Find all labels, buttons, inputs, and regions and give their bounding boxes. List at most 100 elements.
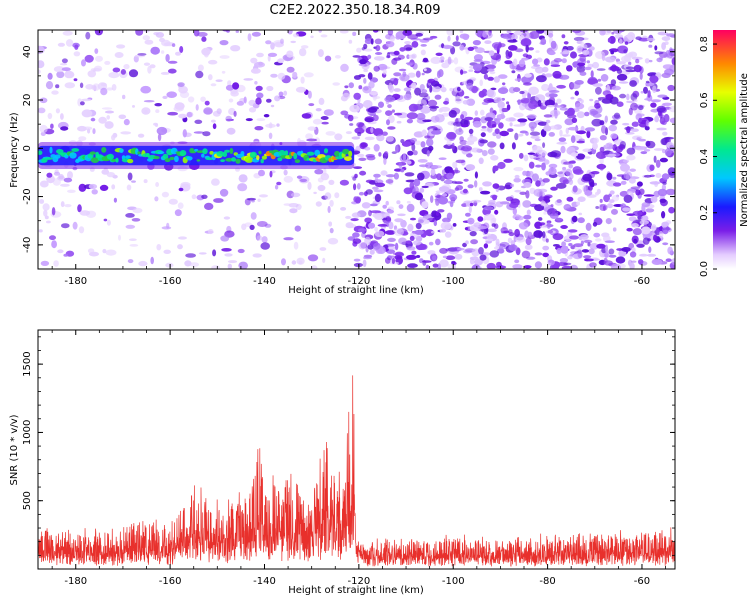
noise-blob [537,121,548,126]
colorbar-gradient [713,30,736,269]
noise-blob [319,247,327,251]
noise-blob [582,173,592,182]
noise-blob [370,38,374,45]
noise-blob [46,172,53,178]
noise-blob [496,261,502,268]
noise-blob [406,246,416,251]
noise-blob [635,36,642,40]
noise-blob [236,101,245,106]
noise-blob [514,189,522,193]
noise-blob [647,90,651,98]
noise-blob [654,181,659,187]
noise-blob [91,84,97,91]
noise-blob [667,84,675,92]
noise-blob [456,86,461,92]
noise-blob [256,52,264,58]
noise-blob [38,60,45,69]
noise-blob [468,69,474,72]
noise-blob [334,133,343,141]
noise-blob [616,61,626,65]
noise-blob [633,99,638,102]
noise-blob [537,156,546,162]
noise-blob [469,256,479,261]
noise-blob [646,253,657,257]
noise-blob [274,95,281,102]
noise-blob [452,161,458,169]
noise-blob [382,69,387,75]
noise-blob [621,247,631,252]
noise-blob [198,252,207,255]
noise-blob [399,47,406,52]
ridge-cell [153,156,160,160]
noise-blob [385,110,393,116]
noise-blob [620,180,627,185]
noise-blob [412,150,418,156]
noise-blob [619,93,627,99]
ridge-cell [44,157,54,160]
colorbar: 0.0 0.2 0.4 0.6 0.8 Normalized spectral ampl… [699,30,750,277]
noise-blob [572,30,582,34]
noise-blob [561,265,573,269]
noise-blob [513,177,521,183]
noise-blob [364,146,371,151]
noise-blob [443,179,454,185]
noise-blob [352,31,357,36]
noise-blob [373,144,380,152]
noise-blob [612,227,617,232]
noise-blob [238,174,248,183]
noise-blob [639,72,643,80]
noise-blob [332,82,341,86]
noise-blob [655,173,662,178]
noise-blob [391,109,395,113]
noise-blob [567,107,575,116]
noise-blob [537,150,547,157]
noise-blob [421,89,428,94]
noise-blob [411,82,417,89]
noise-blob [373,242,381,250]
noise-blob [361,62,370,70]
noise-blob [657,31,669,36]
noise-blob [186,111,193,118]
noise-blob [321,121,329,125]
spectrogram-y-axis-label: Frequency (Hz) [9,112,20,188]
noise-blob [407,223,414,232]
noise-blob [460,124,469,128]
noise-blob [419,258,424,264]
noise-blob [421,244,428,250]
noise-blob [528,100,538,110]
noise-blob [585,222,592,231]
noise-blob [328,221,333,227]
noise-blob [329,199,334,207]
noise-blob [175,51,181,56]
noise-blob [465,240,469,245]
noise-blob [201,47,211,56]
noise-blob [499,106,503,114]
noise-blob [219,188,229,197]
noise-blob [478,90,485,98]
noise-blob [478,187,483,192]
noise-blob [645,120,650,127]
noise-blob [574,245,583,251]
noise-blob [533,64,540,67]
noise-blob [661,221,669,227]
noise-blob [291,260,297,265]
noise-blob [211,178,220,186]
noise-blob [90,117,96,122]
noise-blob [398,237,407,245]
snr-x-ticks: -180 -160 -140 -120 -100 -80 -60 [51,330,666,587]
noise-blob [592,221,598,227]
noise-blob [464,116,474,121]
noise-blob [444,231,452,238]
noise-blob [377,63,388,71]
noise-blob [517,133,524,137]
noise-blob [592,113,602,118]
ridge-cell [306,151,315,156]
noise-blob [131,218,141,222]
noise-blob [323,167,327,176]
noise-blob [226,127,236,135]
spectrogram-frame [37,29,676,270]
noise-blob [584,258,594,262]
noise-blob [227,80,232,87]
noise-blob [411,143,416,152]
noise-blob [435,238,441,246]
